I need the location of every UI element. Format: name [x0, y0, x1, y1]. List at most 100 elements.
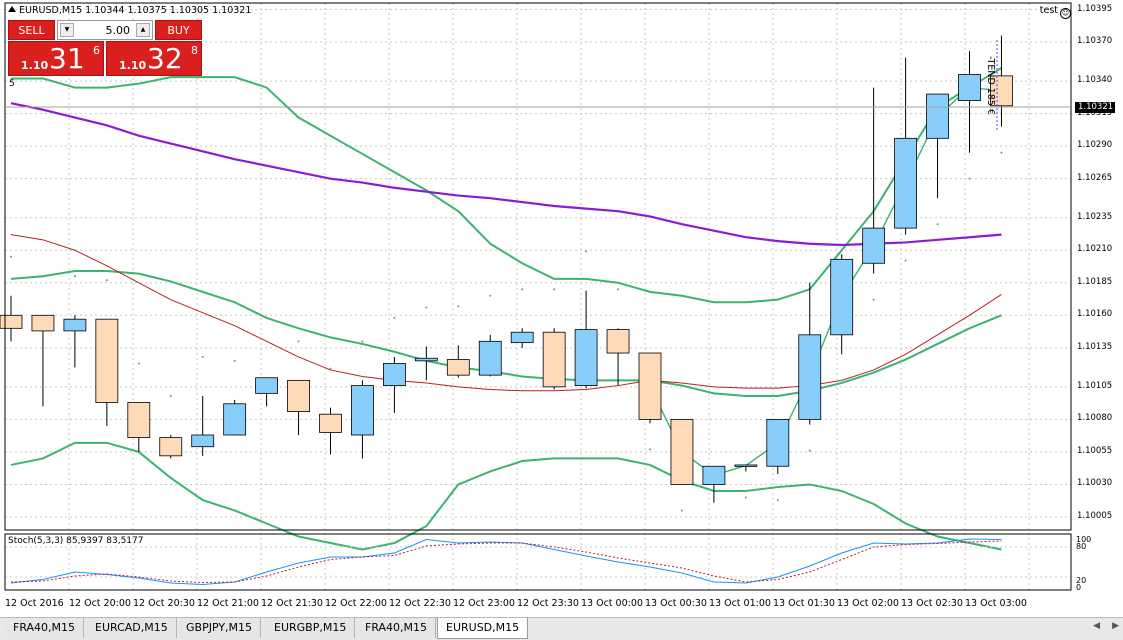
candle-bull	[574, 329, 598, 386]
price-axis-label: 1.10005	[1077, 510, 1113, 521]
lot-decrease-icon[interactable]: ▼	[60, 23, 74, 37]
smiley-icon[interactable]: ☺	[1060, 8, 1071, 19]
sar-dot	[936, 223, 939, 226]
candle-bull	[382, 363, 406, 386]
symbol-header: EURUSD,M15 1.10344 1.10375 1.10305 1.103…	[8, 5, 251, 16]
time-axis-label: 13 Oct 00:00	[581, 598, 643, 609]
candle-bull	[414, 357, 438, 362]
price-axis-label: 1.10370	[1077, 36, 1113, 47]
stoch-level-100: 100	[1076, 535, 1092, 544]
sar-dot	[808, 449, 811, 452]
chart-tab[interactable]: EURGBP,M15	[266, 618, 356, 638]
candle-bear	[95, 318, 119, 403]
sar-dot	[393, 316, 396, 319]
candle-bear	[606, 329, 630, 354]
sell-price-box[interactable]: 1.10 31 6	[8, 41, 104, 76]
sar-dot	[840, 379, 843, 382]
lot-increase-icon[interactable]: ▲	[136, 23, 150, 37]
stoch-signal-line	[10, 540, 1002, 584]
candle-bear	[0, 314, 23, 329]
tab-scroll-arrows: ◀ ▶	[1081, 621, 1119, 631]
scroll-left-icon[interactable]: ◀	[1093, 621, 1101, 631]
time-axis-label: 13 Oct 00:30	[645, 598, 707, 609]
time-axis-label: 12 Oct 22:00	[325, 598, 387, 609]
candle-bear	[319, 413, 342, 433]
chart-tab[interactable]: FRA40,M15	[5, 618, 85, 638]
sar-dot	[233, 359, 236, 362]
account-name: test	[1039, 5, 1058, 16]
price-axis-label: 1.10105	[1077, 380, 1113, 391]
main-plot-border	[4, 2, 1072, 531]
price-axis-label: 1.10135	[1077, 341, 1113, 352]
sar-dot	[361, 340, 364, 343]
chart-tab[interactable]: EURCAD,M15	[87, 618, 177, 638]
sar-dot	[617, 288, 620, 291]
stochastic-oscillator	[5, 538, 1071, 586]
chart-frame-lines	[4, 2, 1072, 591]
chart-tab[interactable]: GBPJPY,M15	[178, 618, 262, 638]
scroll-right-icon[interactable]: ▶	[1112, 621, 1119, 631]
candle-bull	[63, 318, 87, 332]
buy-button[interactable]: BUY	[155, 20, 202, 40]
candle-bear	[990, 75, 1013, 107]
candle-bull	[255, 377, 279, 394]
chart-tab-bar: FRA40,M15 EURCAD,M15 GBPJPY,M15 EURGBP,M15 F…	[0, 617, 1123, 640]
price-axis-label: 1.10395	[1077, 3, 1113, 14]
stoch-main-line	[10, 538, 1002, 586]
candle-bull	[958, 74, 981, 101]
time-axis-label: 12 Oct 23:00	[453, 598, 515, 609]
time-axis-label: 12 Oct 20:30	[133, 598, 195, 609]
price-axis-label: 1.10340	[1077, 75, 1113, 86]
sar-dot	[41, 275, 44, 278]
candle-bull	[734, 464, 758, 467]
candle-bull	[510, 331, 534, 344]
candle-bull	[478, 340, 502, 376]
sar-dot	[329, 367, 332, 370]
time-axis-label: 13 Oct 02:30	[901, 598, 963, 609]
triangle-icon	[8, 6, 16, 12]
level-marker: 5	[9, 79, 15, 89]
sar-dot	[105, 279, 108, 282]
time-axis-label: 12 Oct 20:00	[69, 598, 131, 609]
candle-bull	[766, 418, 790, 467]
price-axis-label: 1.10235	[1077, 211, 1113, 222]
chart-canvas[interactable]	[0, 0, 1123, 617]
sell-price-pips: 31	[49, 42, 85, 75]
lot-size-box: ▼ ▲	[57, 20, 153, 40]
candle-bear	[287, 379, 310, 412]
stochastic-title: Stoch(5,3,3) 85,9397 83,5177	[8, 536, 144, 546]
chart-tab[interactable]: FRA40,M15	[357, 618, 437, 638]
price-axis-label: 1.10055	[1077, 445, 1113, 456]
time-axis-label: 12 Oct 21:30	[261, 598, 323, 609]
chart-tab[interactable]: EURUSD,M15	[437, 618, 529, 639]
price-axis-label: 1.10160	[1077, 309, 1113, 320]
sar-dot	[680, 509, 683, 512]
chart-window[interactable]: EURUSD,M15 1.10344 1.10375 1.10305 1.103…	[0, 0, 1123, 617]
candle-bull	[926, 93, 949, 139]
price-axis-label: 1.10080	[1077, 413, 1113, 424]
sar-dot	[297, 340, 300, 343]
sell-price-fraction: 6	[93, 44, 100, 57]
account-label: test ☺	[1040, 5, 1071, 19]
sar-dot	[585, 250, 588, 253]
sell-button[interactable]: SELL	[8, 20, 55, 40]
candlesticks	[0, 35, 1013, 503]
trade-marker-label[interactable]: -TEND 185 €	[985, 56, 996, 115]
buy-price-box[interactable]: 1.10 32 8	[106, 41, 202, 76]
sar-dot	[265, 340, 268, 343]
candle-bull	[798, 334, 822, 420]
sar-dot	[489, 294, 492, 297]
time-axis-label: 13 Oct 03:00	[965, 598, 1027, 609]
sar-dot	[137, 362, 140, 365]
bollinger-bands	[10, 67, 1002, 551]
one-click-trading-panel: SELL ▼ ▲ BUY 1.10 31 6 1.10 32 8	[8, 20, 202, 76]
price-axis-label: 1.10290	[1077, 140, 1113, 151]
sar-dot	[73, 275, 76, 278]
time-axis-label: 12 Oct 23:30	[517, 598, 579, 609]
lot-size-input[interactable]	[76, 21, 134, 39]
current-price-label: 1.10321	[1075, 102, 1115, 113]
candle-bear	[446, 359, 470, 376]
price-axis-label: 1.10210	[1077, 244, 1113, 255]
sar-dot	[776, 499, 779, 502]
candle-bear	[670, 418, 694, 485]
